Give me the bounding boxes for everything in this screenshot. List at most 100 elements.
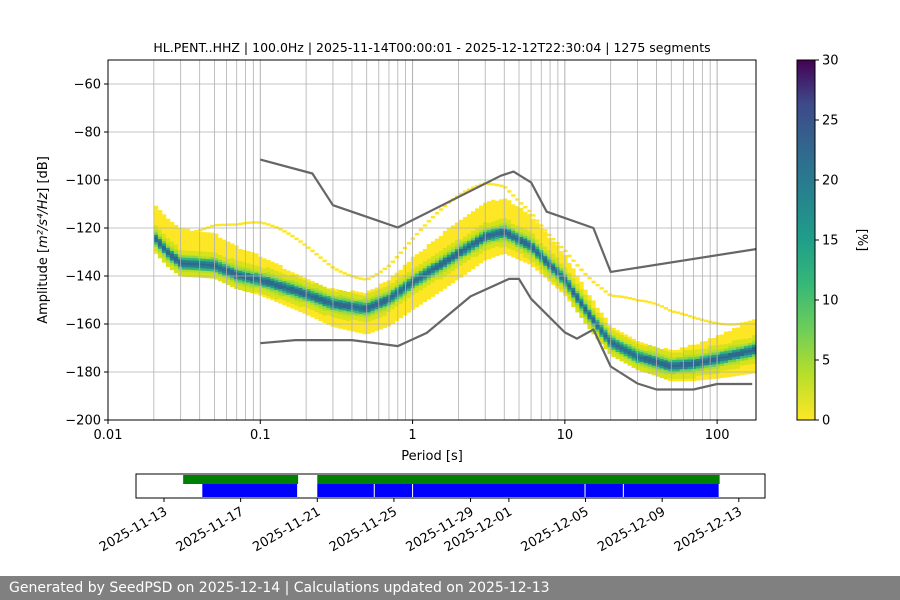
heatmap-cell bbox=[382, 325, 387, 328]
heatmap-cell bbox=[370, 293, 375, 297]
heatmap-cell bbox=[571, 289, 576, 293]
heatmap-cell bbox=[230, 257, 235, 261]
heatmap-cell bbox=[446, 240, 452, 243]
heatmap-cell bbox=[153, 241, 159, 245]
heatmap-cell bbox=[671, 373, 677, 377]
heatmap-cell bbox=[370, 317, 375, 321]
heatmap-cell bbox=[719, 365, 725, 369]
heatmap-cell bbox=[442, 264, 448, 268]
heatmap-cell bbox=[643, 358, 648, 361]
heatmap-cell bbox=[595, 331, 600, 335]
heatmap-cell bbox=[169, 238, 175, 242]
heatmap-cell bbox=[426, 294, 432, 298]
heatmap-cell bbox=[719, 341, 725, 345]
heatmap-cell bbox=[479, 210, 484, 214]
heatmap-cell bbox=[438, 245, 444, 249]
heatmap-cell bbox=[322, 313, 327, 316]
heatmap-cell bbox=[422, 282, 428, 286]
heatmap-cell bbox=[535, 219, 540, 222]
heatmap-cell bbox=[454, 244, 460, 247]
heatmap-cell bbox=[474, 244, 480, 248]
heatmap-cell bbox=[181, 250, 187, 253]
heatmap-cell bbox=[615, 351, 620, 355]
heatmap-cell bbox=[607, 348, 612, 352]
heatmap-cell bbox=[366, 312, 371, 315]
heatmap-cell bbox=[739, 324, 745, 328]
heatmap-cell bbox=[402, 276, 408, 280]
heatmap-cell bbox=[567, 277, 572, 280]
heatmap-cell bbox=[358, 323, 363, 327]
heatmap-cell bbox=[743, 352, 749, 356]
heatmap-cell bbox=[671, 310, 677, 313]
heatmap-cell bbox=[723, 362, 729, 366]
heatmap-cell bbox=[579, 303, 584, 306]
heatmap-cell bbox=[153, 229, 159, 233]
heatmap-cell bbox=[743, 347, 749, 351]
heatmap-cell bbox=[238, 260, 243, 264]
heatmap-cell bbox=[153, 234, 159, 238]
heatmap-cell bbox=[555, 285, 560, 289]
heatmap-cell bbox=[687, 378, 693, 382]
heatmap-cell bbox=[426, 248, 432, 252]
heatmap-cell bbox=[398, 293, 404, 297]
heatmap-cell bbox=[326, 262, 331, 266]
heatmap-cell bbox=[743, 326, 749, 330]
heatmap-cell bbox=[719, 336, 725, 340]
heatmap-cell bbox=[687, 349, 693, 353]
heatmap-cell bbox=[218, 240, 223, 243]
heatmap-cell bbox=[703, 319, 709, 323]
heatmap-cell bbox=[458, 243, 464, 247]
heatmap-cell bbox=[499, 206, 504, 210]
heatmap-cell bbox=[671, 369, 677, 372]
heatmap-cell bbox=[362, 293, 367, 296]
heatmap-cell bbox=[238, 258, 243, 262]
heatmap-cell bbox=[290, 301, 295, 304]
heatmap-cell bbox=[382, 284, 387, 288]
heatmap-cell bbox=[306, 246, 311, 249]
heatmap-cell bbox=[454, 260, 460, 264]
heatmap-cell bbox=[173, 260, 179, 264]
heatmap-cell bbox=[318, 292, 323, 295]
heatmap-cell bbox=[202, 253, 207, 257]
heatmap-cell bbox=[438, 281, 444, 285]
heatmap-cell bbox=[226, 282, 231, 286]
heatmap-cell bbox=[414, 270, 420, 274]
heatmap-cell bbox=[735, 373, 741, 376]
heatmap-cell bbox=[458, 238, 464, 242]
heatmap-cell bbox=[751, 337, 756, 340]
heatmap-cell bbox=[406, 290, 412, 294]
heatmap-cell bbox=[181, 238, 187, 241]
heatmap-cell bbox=[731, 332, 737, 336]
heatmap-cell bbox=[631, 355, 636, 359]
heatmap-cell bbox=[511, 216, 516, 220]
heatmap-cell bbox=[555, 247, 560, 251]
heatmap-cell bbox=[374, 318, 379, 322]
heatmap-cell bbox=[735, 332, 741, 335]
heatmap-cell bbox=[687, 351, 693, 355]
heatmap-cell bbox=[350, 316, 355, 320]
heatmap-cell bbox=[515, 256, 520, 260]
heatmap-cell bbox=[547, 257, 552, 260]
heatmap-cell bbox=[495, 203, 500, 206]
heatmap-cell bbox=[611, 354, 616, 358]
heatmap-cell bbox=[230, 243, 235, 247]
heatmap-cell bbox=[543, 229, 548, 232]
heatmap-cell bbox=[703, 345, 709, 349]
heatmap-cell bbox=[450, 266, 456, 269]
heatmap-cell bbox=[185, 262, 191, 266]
heatmap-cell bbox=[615, 344, 620, 348]
heatmap-cell bbox=[246, 255, 251, 259]
heatmap-cell bbox=[579, 293, 584, 297]
heatmap-cell bbox=[446, 259, 452, 263]
heatmap-cell bbox=[623, 341, 628, 345]
heatmap-cell bbox=[202, 246, 207, 250]
heatmap-cell bbox=[499, 230, 504, 234]
heatmap-cell bbox=[157, 253, 163, 256]
heatmap-cell bbox=[643, 343, 648, 347]
heatmap-cell bbox=[406, 266, 412, 270]
heatmap-cell bbox=[161, 223, 167, 227]
heatmap-cell bbox=[430, 243, 436, 247]
heatmap-cell bbox=[314, 282, 319, 286]
heatmap-cell bbox=[479, 217, 484, 221]
heatmap-cell bbox=[338, 323, 343, 327]
